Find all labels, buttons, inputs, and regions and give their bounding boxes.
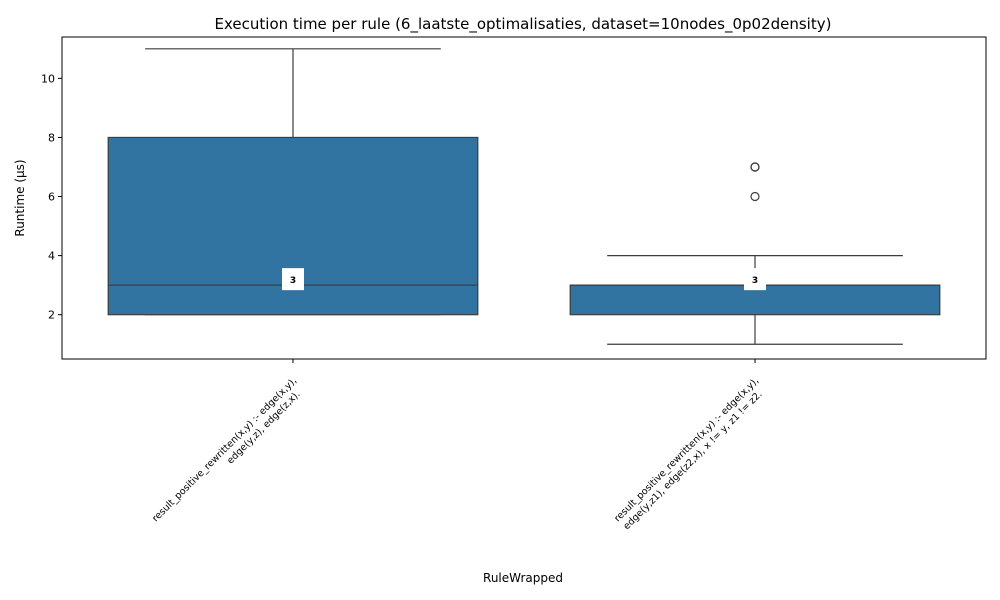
chart-title: Execution time per rule (6_laatste_optim…: [215, 15, 832, 34]
y-tick-label: 4: [48, 250, 55, 263]
outlier-point: [750, 191, 760, 202]
y-axis: 2 4 6 8 10: [41, 72, 62, 322]
x-axis: result_positive_rewritten(x,y) :- edge(x…: [150, 359, 769, 532]
x-tick-label-line: edge(y,z1), edge(z2,x), x != y, z1 != z2…: [621, 389, 764, 532]
median-label: 3: [752, 276, 758, 286]
outlier-point: [750, 162, 760, 172]
median-label: 3: [290, 276, 296, 286]
x-tick-label-line: result_positive_rewritten(x,y) :- edge(x…: [612, 375, 761, 524]
median-label-bg: [282, 268, 304, 291]
y-tick-label: 2: [48, 309, 55, 322]
box-group: 3: [569, 162, 941, 345]
y-tick-label: 10: [41, 72, 55, 85]
box-group: 3: [107, 48, 479, 316]
x-tick-label: result_positive_rewritten(x,y) :- edge(x…: [150, 375, 307, 532]
y-axis-label: Runtime (µs): [13, 159, 27, 236]
x-tick-label: result_positive_rewritten(x,y) :- edge(x…: [612, 375, 769, 532]
axes-frame: [61, 36, 987, 360]
x-tick-label-line: edge(y,z), edge(z,x).: [225, 389, 303, 467]
median-label-bg: [744, 268, 766, 291]
y-tick-label: 8: [48, 131, 55, 144]
y-tick-label: 6: [48, 191, 55, 204]
x-tick-label-line: result_positive_rewritten(x,y) :- edge(x…: [150, 375, 299, 524]
x-axis-label: RuleWrapped: [483, 571, 563, 585]
